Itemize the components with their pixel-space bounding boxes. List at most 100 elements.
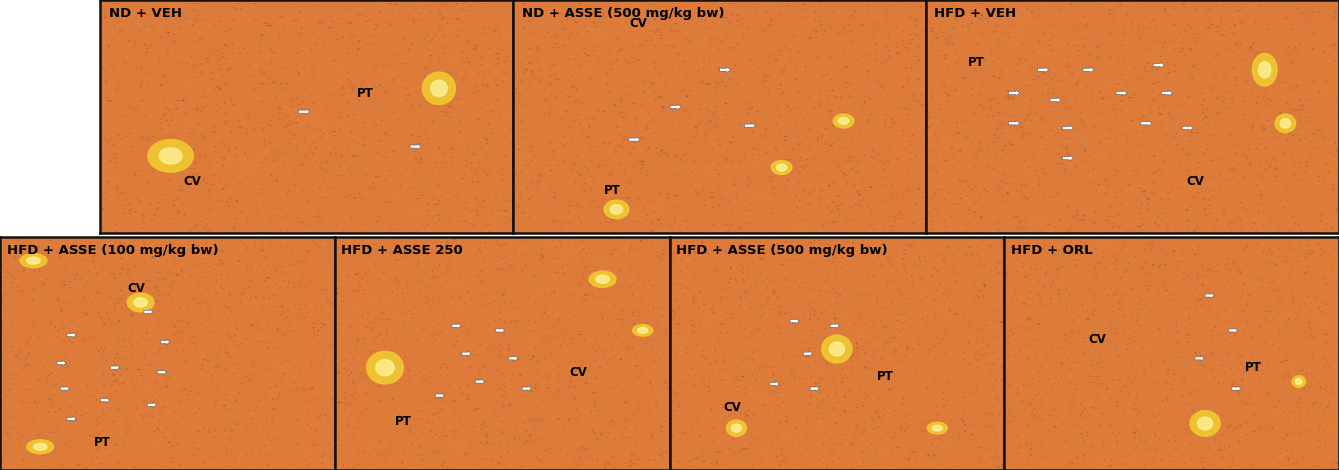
Polygon shape: [1117, 90, 1127, 96]
Polygon shape: [60, 386, 70, 392]
Polygon shape: [435, 393, 445, 398]
Text: CV: CV: [127, 282, 145, 295]
Ellipse shape: [1292, 376, 1306, 387]
Polygon shape: [744, 123, 757, 128]
Polygon shape: [1008, 121, 1020, 126]
Text: PT: PT: [395, 415, 412, 428]
Text: HFD + ASSE (100 mg/kg bw): HFD + ASSE (100 mg/kg bw): [7, 244, 218, 258]
Polygon shape: [495, 328, 505, 333]
Polygon shape: [147, 402, 157, 407]
Polygon shape: [1062, 125, 1074, 131]
Ellipse shape: [1295, 379, 1302, 384]
Polygon shape: [803, 351, 813, 356]
Ellipse shape: [589, 271, 616, 287]
Polygon shape: [830, 323, 840, 329]
Text: HFD + VEH: HFD + VEH: [935, 7, 1016, 20]
Polygon shape: [1153, 63, 1165, 68]
Ellipse shape: [829, 342, 845, 356]
Polygon shape: [810, 386, 819, 392]
Text: CV: CV: [723, 401, 740, 414]
Ellipse shape: [637, 328, 648, 333]
Polygon shape: [1050, 97, 1062, 103]
Text: CV: CV: [629, 17, 647, 30]
Text: PT: PT: [967, 56, 984, 69]
Ellipse shape: [33, 443, 47, 450]
Polygon shape: [720, 67, 731, 72]
Polygon shape: [1008, 90, 1020, 96]
Ellipse shape: [1280, 118, 1291, 128]
Polygon shape: [110, 365, 121, 370]
Polygon shape: [522, 386, 532, 392]
Polygon shape: [158, 369, 167, 375]
Text: CV: CV: [1089, 333, 1106, 346]
Ellipse shape: [833, 114, 854, 128]
Ellipse shape: [147, 140, 193, 172]
Ellipse shape: [727, 420, 747, 436]
Ellipse shape: [596, 275, 609, 283]
Ellipse shape: [1197, 417, 1213, 430]
Text: PT: PT: [356, 86, 374, 100]
Polygon shape: [410, 144, 422, 149]
Ellipse shape: [159, 148, 182, 164]
Polygon shape: [100, 398, 110, 403]
Ellipse shape: [838, 118, 849, 125]
Ellipse shape: [127, 293, 154, 312]
Ellipse shape: [1252, 54, 1277, 86]
Text: ND + ASSE (500 mg/kg bw): ND + ASSE (500 mg/kg bw): [522, 7, 724, 20]
Text: HFD + ASSE (500 mg/kg bw): HFD + ASSE (500 mg/kg bw): [676, 244, 888, 258]
Ellipse shape: [27, 440, 54, 454]
Ellipse shape: [1275, 114, 1296, 133]
Polygon shape: [671, 104, 682, 110]
Polygon shape: [161, 339, 170, 345]
Polygon shape: [67, 332, 76, 338]
Text: CV: CV: [569, 366, 586, 379]
Polygon shape: [629, 137, 640, 142]
Ellipse shape: [927, 423, 948, 434]
Polygon shape: [1205, 293, 1214, 298]
Text: ND + VEH: ND + VEH: [108, 7, 182, 20]
Ellipse shape: [20, 254, 47, 267]
Ellipse shape: [423, 72, 455, 105]
Text: PT: PT: [604, 184, 621, 197]
Polygon shape: [475, 379, 485, 384]
Polygon shape: [1194, 356, 1205, 361]
Polygon shape: [1083, 67, 1094, 72]
Polygon shape: [1062, 156, 1074, 161]
Ellipse shape: [731, 424, 742, 432]
Polygon shape: [453, 323, 461, 329]
Polygon shape: [67, 416, 76, 422]
Polygon shape: [770, 381, 779, 387]
Polygon shape: [790, 318, 799, 324]
Ellipse shape: [777, 164, 787, 171]
Ellipse shape: [633, 325, 653, 336]
Polygon shape: [462, 351, 471, 356]
Text: PT: PT: [94, 436, 111, 448]
Ellipse shape: [431, 80, 447, 96]
Polygon shape: [1229, 328, 1239, 333]
Text: CV: CV: [1186, 175, 1204, 188]
Polygon shape: [299, 109, 311, 114]
Polygon shape: [1161, 90, 1173, 96]
Ellipse shape: [771, 161, 791, 174]
Ellipse shape: [822, 335, 852, 363]
Polygon shape: [1141, 121, 1153, 126]
Polygon shape: [1182, 125, 1193, 131]
Polygon shape: [58, 360, 67, 366]
Text: HFD + ORL: HFD + ORL: [1011, 244, 1093, 258]
Ellipse shape: [611, 205, 623, 214]
Ellipse shape: [1190, 411, 1220, 436]
Ellipse shape: [27, 257, 40, 264]
Polygon shape: [1038, 67, 1050, 72]
Polygon shape: [145, 309, 154, 314]
Text: PT: PT: [877, 370, 894, 384]
Polygon shape: [509, 356, 518, 361]
Ellipse shape: [367, 352, 403, 384]
Ellipse shape: [376, 360, 394, 376]
Ellipse shape: [932, 425, 943, 431]
Polygon shape: [1232, 386, 1241, 392]
Ellipse shape: [1259, 62, 1271, 78]
Ellipse shape: [134, 298, 147, 307]
Text: HFD + ASSE 250: HFD + ASSE 250: [341, 244, 463, 258]
Text: CV: CV: [183, 175, 201, 188]
Ellipse shape: [604, 200, 629, 219]
